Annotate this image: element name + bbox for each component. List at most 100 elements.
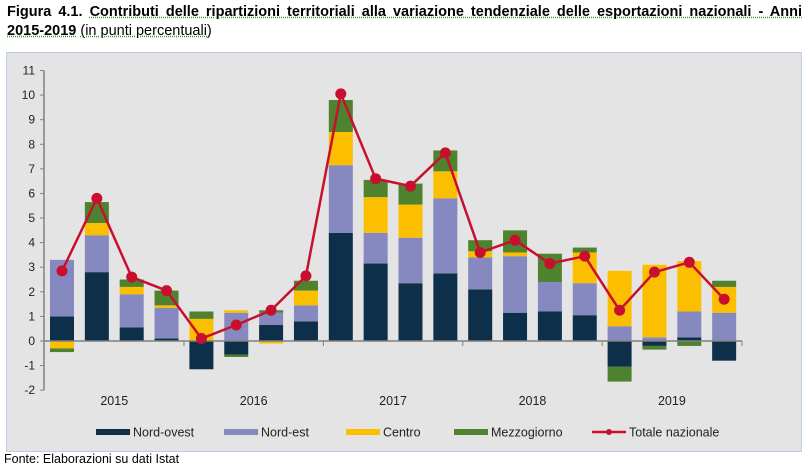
bar-nord-ovest-19 xyxy=(712,341,737,361)
bar-centro-7 xyxy=(293,290,318,306)
point-totale-nazionale xyxy=(718,293,730,305)
bar-centro-0 xyxy=(50,341,74,349)
bar-nord-est-13 xyxy=(503,256,528,313)
figure-title-unit: (in punti percentuali) xyxy=(80,23,212,39)
y-tick-label: 4 xyxy=(28,236,35,250)
point-totale-nazionale xyxy=(126,271,138,283)
bar-centro-9 xyxy=(363,197,388,233)
point-totale-nazionale xyxy=(265,304,277,316)
bar-nord-ovest-1 xyxy=(84,272,109,341)
bar-mezzogiorno-1 xyxy=(84,202,109,223)
bar-centro-5 xyxy=(224,310,249,313)
bar-mezzogiorno-18 xyxy=(677,341,702,346)
legend-swatch-nord-est xyxy=(224,429,258,435)
bar-nord-est-11 xyxy=(433,198,458,274)
bar-mezzogiorno-0 xyxy=(50,348,74,353)
x-year-label: 2015 xyxy=(100,394,128,408)
bar-nord-est-12 xyxy=(468,257,493,290)
bar-nord-est-3 xyxy=(154,307,179,339)
bar-mezzogiorno-5 xyxy=(224,354,249,357)
legend-swatch-centro xyxy=(346,429,380,435)
legend-label-nord-est: Nord-est xyxy=(261,426,309,440)
y-tick-label: -1 xyxy=(24,359,35,373)
legend-label-mezzogiorno: Mezzogiorno xyxy=(491,426,563,440)
bar-nord-est-6 xyxy=(259,312,284,326)
bar-nord-est-1 xyxy=(84,235,109,273)
bar-nord-ovest-12 xyxy=(468,289,493,341)
line-layer xyxy=(56,88,730,345)
bar-centro-10 xyxy=(398,204,423,238)
bar-centro-1 xyxy=(84,222,109,236)
legend-label-totale-nazionale: Totale nazionale xyxy=(629,426,719,440)
point-totale-nazionale xyxy=(439,147,451,159)
y-tick-label: 0 xyxy=(28,334,35,348)
figure-title-main: Contributi delle ripartizioni territoria… xyxy=(7,4,803,39)
bar-centro-3 xyxy=(154,305,179,308)
bar-nord-ovest-14 xyxy=(537,311,562,341)
legend-swatch-mezzogiorno xyxy=(454,429,488,435)
x-year-label: 2017 xyxy=(379,394,407,408)
bar-nord-est-14 xyxy=(537,281,562,312)
bar-mezzogiorno-3 xyxy=(154,290,179,306)
bar-nord-ovest-6 xyxy=(259,325,284,341)
bar-mezzogiorno-4 xyxy=(189,311,214,319)
bar-mezzogiorno-11 xyxy=(433,150,458,172)
bar-nord-ovest-9 xyxy=(363,263,388,341)
bar-nord-ovest-16 xyxy=(607,341,632,367)
bar-nord-ovest-4 xyxy=(189,341,214,370)
bar-nord-ovest-10 xyxy=(398,283,423,341)
bar-nord-ovest-3 xyxy=(154,338,179,341)
point-totale-nazionale xyxy=(335,88,347,100)
point-totale-nazionale xyxy=(509,234,521,246)
bar-nord-ovest-8 xyxy=(328,232,353,341)
bar-mezzogiorno-12 xyxy=(468,240,493,252)
bar-mezzogiorno-19 xyxy=(712,280,737,287)
bar-nord-est-2 xyxy=(119,294,144,328)
bar-nord-ovest-15 xyxy=(572,315,597,341)
bar-mezzogiorno-9 xyxy=(363,179,388,198)
point-totale-nazionale xyxy=(614,304,626,316)
point-totale-nazionale xyxy=(683,256,695,268)
bar-mezzogiorno-7 xyxy=(293,280,318,291)
bar-nord-est-18 xyxy=(677,311,702,338)
y-tick-label: -2 xyxy=(24,383,35,397)
y-tick-label: 10 xyxy=(22,88,36,102)
bars-layer xyxy=(50,100,737,382)
line-totale-nazionale xyxy=(60,92,726,340)
bar-nord-ovest-17 xyxy=(642,341,667,346)
bar-mezzogiorno-16 xyxy=(607,366,632,382)
y-tick-label: 6 xyxy=(28,186,35,200)
y-tick-label: 2 xyxy=(28,285,35,299)
bar-mezzogiorno-15 xyxy=(572,247,597,253)
y-tick-label: 8 xyxy=(28,137,35,151)
legend-swatch-nord-ovest xyxy=(96,429,130,435)
bar-nord-ovest-5 xyxy=(224,341,249,355)
point-totale-nazionale xyxy=(579,250,591,262)
point-totale-nazionale xyxy=(544,258,556,270)
y-tick-label: 9 xyxy=(28,113,35,127)
bar-nord-ovest-0 xyxy=(50,316,74,341)
bar-centro-6 xyxy=(259,341,284,344)
bar-nord-ovest-7 xyxy=(293,321,318,341)
bar-nord-est-15 xyxy=(572,283,597,316)
point-totale-nazionale xyxy=(370,173,382,185)
bar-nord-est-9 xyxy=(363,232,388,264)
x-year-label: 2018 xyxy=(519,394,547,408)
legend-marker-totale-nazionale xyxy=(606,429,612,435)
legend-label-nord-ovest: Nord-ovest xyxy=(133,426,195,440)
source-note: Fonte: Elaborazioni su dati Istat xyxy=(4,452,180,466)
point-totale-nazionale xyxy=(91,192,103,204)
bar-centro-2 xyxy=(119,286,144,295)
bar-mezzogiorno-10 xyxy=(398,183,423,205)
bar-nord-est-16 xyxy=(607,326,632,341)
bar-mezzogiorno-2 xyxy=(119,279,144,287)
x-year-label: 2019 xyxy=(658,394,686,408)
figure-title: Figura 4.1. Contributi delle ripartizion… xyxy=(7,3,802,41)
bar-nord-est-10 xyxy=(398,237,423,284)
point-totale-nazionale xyxy=(300,270,312,282)
legend: Nord-ovest Nord-est Centro Mezzogiorno Total… xyxy=(96,426,719,440)
y-tick-label: 5 xyxy=(28,211,35,225)
legend-label-centro: Centro xyxy=(383,426,421,440)
y-tick-label: 7 xyxy=(28,162,35,176)
